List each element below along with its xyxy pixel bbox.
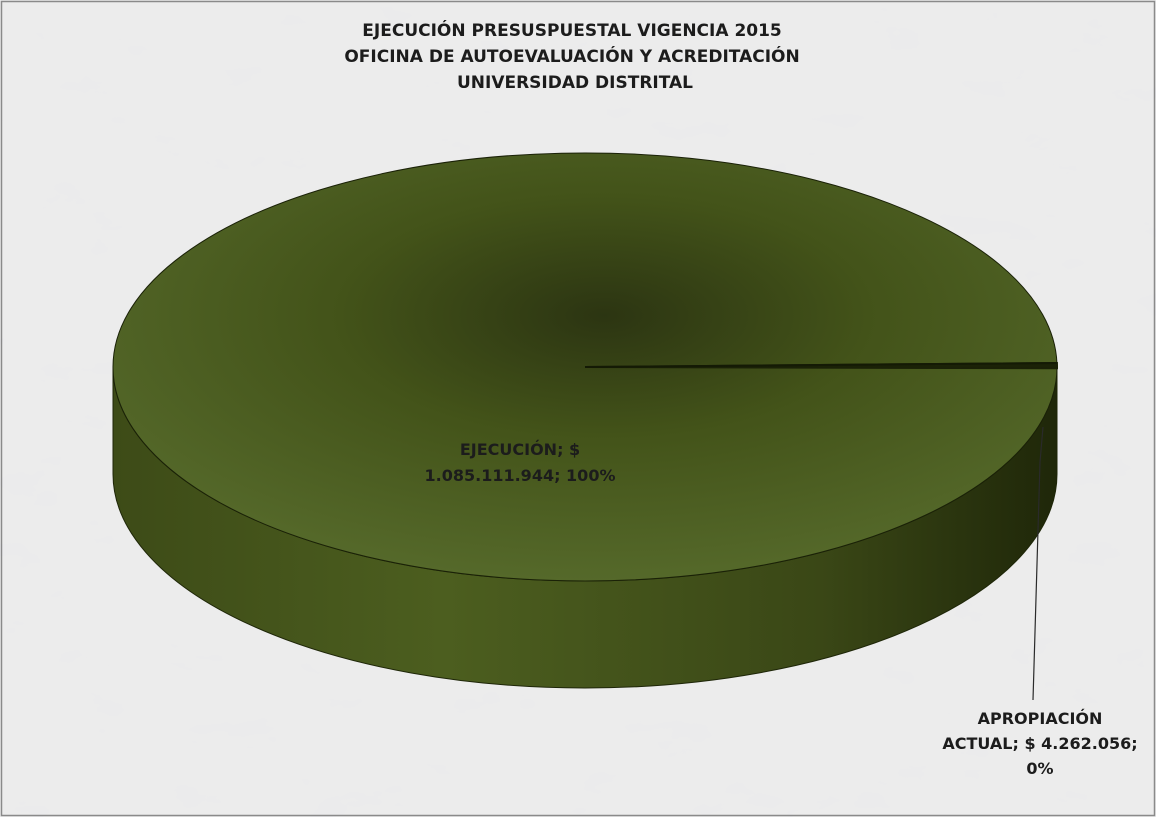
chart-title-line-2: OFICINA DE AUTOEVALUACIÓN Y ACREDITACIÓN bbox=[344, 45, 799, 67]
leader-line bbox=[1032, 426, 1044, 701]
data-label-apropiacion-line-1: APROPIACIÓN bbox=[978, 709, 1103, 728]
data-label-ejecucion: EJECUCIÓN; $ 1.085.111.944; 100% bbox=[425, 440, 616, 485]
slice-separator bbox=[584, 362, 1057, 368]
chart-title: EJECUCIÓN PRESUSPUESTAL VIGENCIA 2015 OF… bbox=[344, 19, 805, 93]
chart-title-line-1: EJECUCIÓN PRESUSPUESTAL VIGENCIA 2015 bbox=[362, 19, 781, 41]
data-label-apropiacion-line-3: 0% bbox=[1026, 759, 1053, 778]
pie-3d bbox=[112, 152, 1058, 689]
data-label-ejecucion-line-2: 1.085.111.944; 100% bbox=[425, 466, 616, 485]
data-label-apropiacion: APROPIACIÓN ACTUAL; $ 4.262.056; 0% bbox=[942, 709, 1137, 778]
data-labels: EJECUCIÓN; $ 1.085.111.944; 100% APROPIACI… bbox=[425, 426, 1138, 778]
chart-title-line-3: UNIVERSIDAD DISTRITAL bbox=[457, 73, 693, 93]
data-label-ejecucion-line-1: EJECUCIÓN; $ bbox=[460, 440, 580, 459]
data-label-apropiacion-line-2: ACTUAL; $ 4.262.056; bbox=[942, 734, 1137, 753]
